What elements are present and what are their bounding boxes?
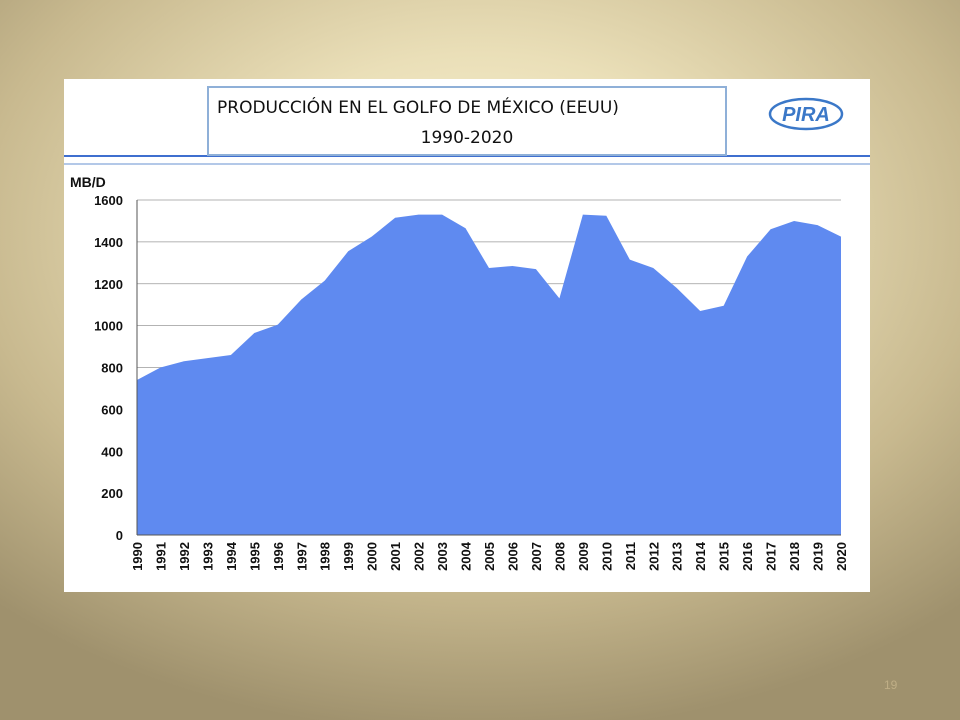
x-tick-label: 2018 <box>787 542 802 571</box>
x-tick-label: 2015 <box>717 542 732 571</box>
y-tick-label: 400 <box>101 444 123 459</box>
chart-subtitle: 1990-2020 <box>420 128 514 148</box>
series-area <box>137 214 841 535</box>
x-tick-label: 1991 <box>153 542 168 571</box>
y-tick-label: 1600 <box>94 193 123 208</box>
x-tick-label: 2006 <box>505 542 520 571</box>
x-tick-label: 1992 <box>177 542 192 571</box>
x-tick-label: 2005 <box>482 542 497 571</box>
x-tick-label: 2003 <box>435 542 450 571</box>
x-tick-label: 1996 <box>271 542 286 571</box>
x-tick-label: 1994 <box>224 541 239 571</box>
chart-title-box: PRODUCCIÓN EN EL GOLFO DE MÉXICO (EEUU) … <box>207 86 727 156</box>
area-layer <box>136 214 842 535</box>
chart-title: PRODUCCIÓN EN EL GOLFO DE MÉXICO (EEUU) <box>217 98 619 118</box>
x-tick-label: 2000 <box>365 542 380 571</box>
x-tick-label: 2004 <box>459 541 474 571</box>
x-tick-label: 1990 <box>130 542 145 571</box>
y-axis-label: MB/D <box>70 174 106 190</box>
x-tick-label: 2017 <box>764 542 779 571</box>
x-tick-label: 2009 <box>576 542 591 571</box>
pira-logo: PIRA <box>768 97 844 131</box>
y-tick-label: 200 <box>101 486 123 501</box>
x-tick-label: 1995 <box>247 542 262 571</box>
x-tick-label: 1993 <box>200 542 215 571</box>
x-tick-label: 2007 <box>529 542 544 571</box>
y-tick-label: 800 <box>101 361 123 376</box>
y-tick-label: 1000 <box>94 319 123 334</box>
y-tick-label: 1400 <box>94 235 123 250</box>
x-tick-label: 2014 <box>693 541 708 571</box>
x-tick-label: 1997 <box>294 542 309 571</box>
x-tick-label: 2020 <box>834 542 849 571</box>
logo-text: PIRA <box>782 104 830 126</box>
y-tick-label: 600 <box>101 402 123 417</box>
y-tick-label: 0 <box>116 528 123 543</box>
x-tick-labels: 1990 1991 1992 1993 1994 1995 1996 1997 1998 1999… <box>130 541 849 571</box>
y-tick-label: 1200 <box>94 277 123 292</box>
x-tick-label: 2019 <box>811 542 826 571</box>
x-tick-label: 2016 <box>740 542 755 571</box>
x-tick-label: 2002 <box>412 542 427 571</box>
x-tick-label: 2008 <box>552 542 567 571</box>
x-tick-label: 2012 <box>646 542 661 571</box>
header-rules <box>64 155 870 165</box>
x-tick-label: 2010 <box>599 542 614 571</box>
x-tick-label: 1999 <box>341 542 356 571</box>
y-tick-labels: 0 200 400 600 800 1000 1200 1400 1600 <box>94 193 123 543</box>
x-tick-label: 2013 <box>670 542 685 571</box>
axes <box>136 200 841 536</box>
x-tick-label: 2001 <box>388 542 403 571</box>
x-tick-label: 1998 <box>318 542 333 571</box>
x-tick-label: 2011 <box>623 542 638 570</box>
slide-number: 19 <box>884 678 898 692</box>
